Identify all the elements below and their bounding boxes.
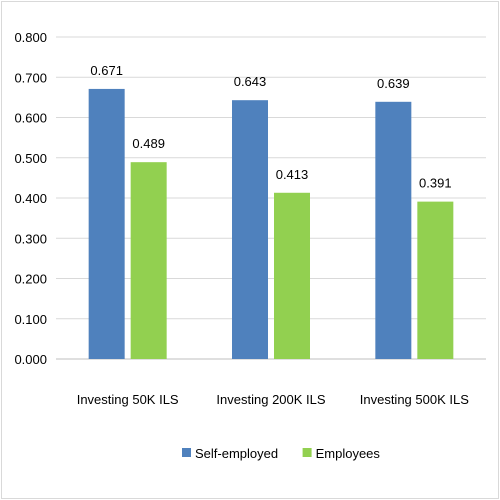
data-label: 0.391 bbox=[419, 176, 452, 191]
data-label: 0.671 bbox=[90, 63, 123, 78]
bar-employees bbox=[417, 201, 454, 359]
legend-label: Self-employed bbox=[195, 446, 278, 461]
x-axis: Investing 50K ILS Investing 200K ILS Inves… bbox=[77, 392, 470, 407]
legend-label: Employees bbox=[316, 446, 381, 461]
bars bbox=[88, 88, 454, 360]
bar-employees bbox=[130, 162, 167, 359]
y-tick-label: 0.500 bbox=[14, 151, 47, 166]
bar-self-employed bbox=[375, 101, 412, 360]
legend-swatch bbox=[302, 448, 312, 457]
data-label: 0.489 bbox=[132, 136, 165, 151]
gridlines bbox=[56, 36, 486, 360]
y-tick-label: 0.300 bbox=[14, 231, 47, 246]
y-axis: 0.000 0.100 0.200 0.300 0.400 0.500 0.600 0.700… bbox=[14, 30, 47, 367]
data-labels: 0.671 0.489 0.643 0.413 0.639 0.391 bbox=[90, 63, 451, 191]
y-tick-label: 0.000 bbox=[14, 352, 47, 367]
y-tick-label: 0.200 bbox=[14, 272, 47, 287]
y-tick-label: 0.800 bbox=[14, 30, 47, 45]
y-tick-label: 0.400 bbox=[14, 191, 47, 206]
data-label: 0.413 bbox=[276, 167, 309, 182]
x-category-label: Investing 50K ILS bbox=[77, 392, 179, 407]
y-tick-label: 0.600 bbox=[14, 111, 47, 126]
x-category-label: Investing 500K ILS bbox=[360, 392, 469, 407]
data-label: 0.643 bbox=[234, 74, 267, 89]
bar-employees bbox=[274, 192, 310, 359]
data-label: 0.639 bbox=[377, 76, 410, 91]
bar-self-employed bbox=[232, 100, 268, 359]
x-category-label: Investing 200K ILS bbox=[216, 392, 325, 407]
bar-self-employed bbox=[88, 88, 125, 360]
legend: Self-employed Employees bbox=[182, 446, 380, 461]
y-tick-label: 0.100 bbox=[14, 312, 47, 327]
y-tick-label: 0.700 bbox=[14, 70, 47, 85]
legend-swatch bbox=[182, 448, 191, 457]
